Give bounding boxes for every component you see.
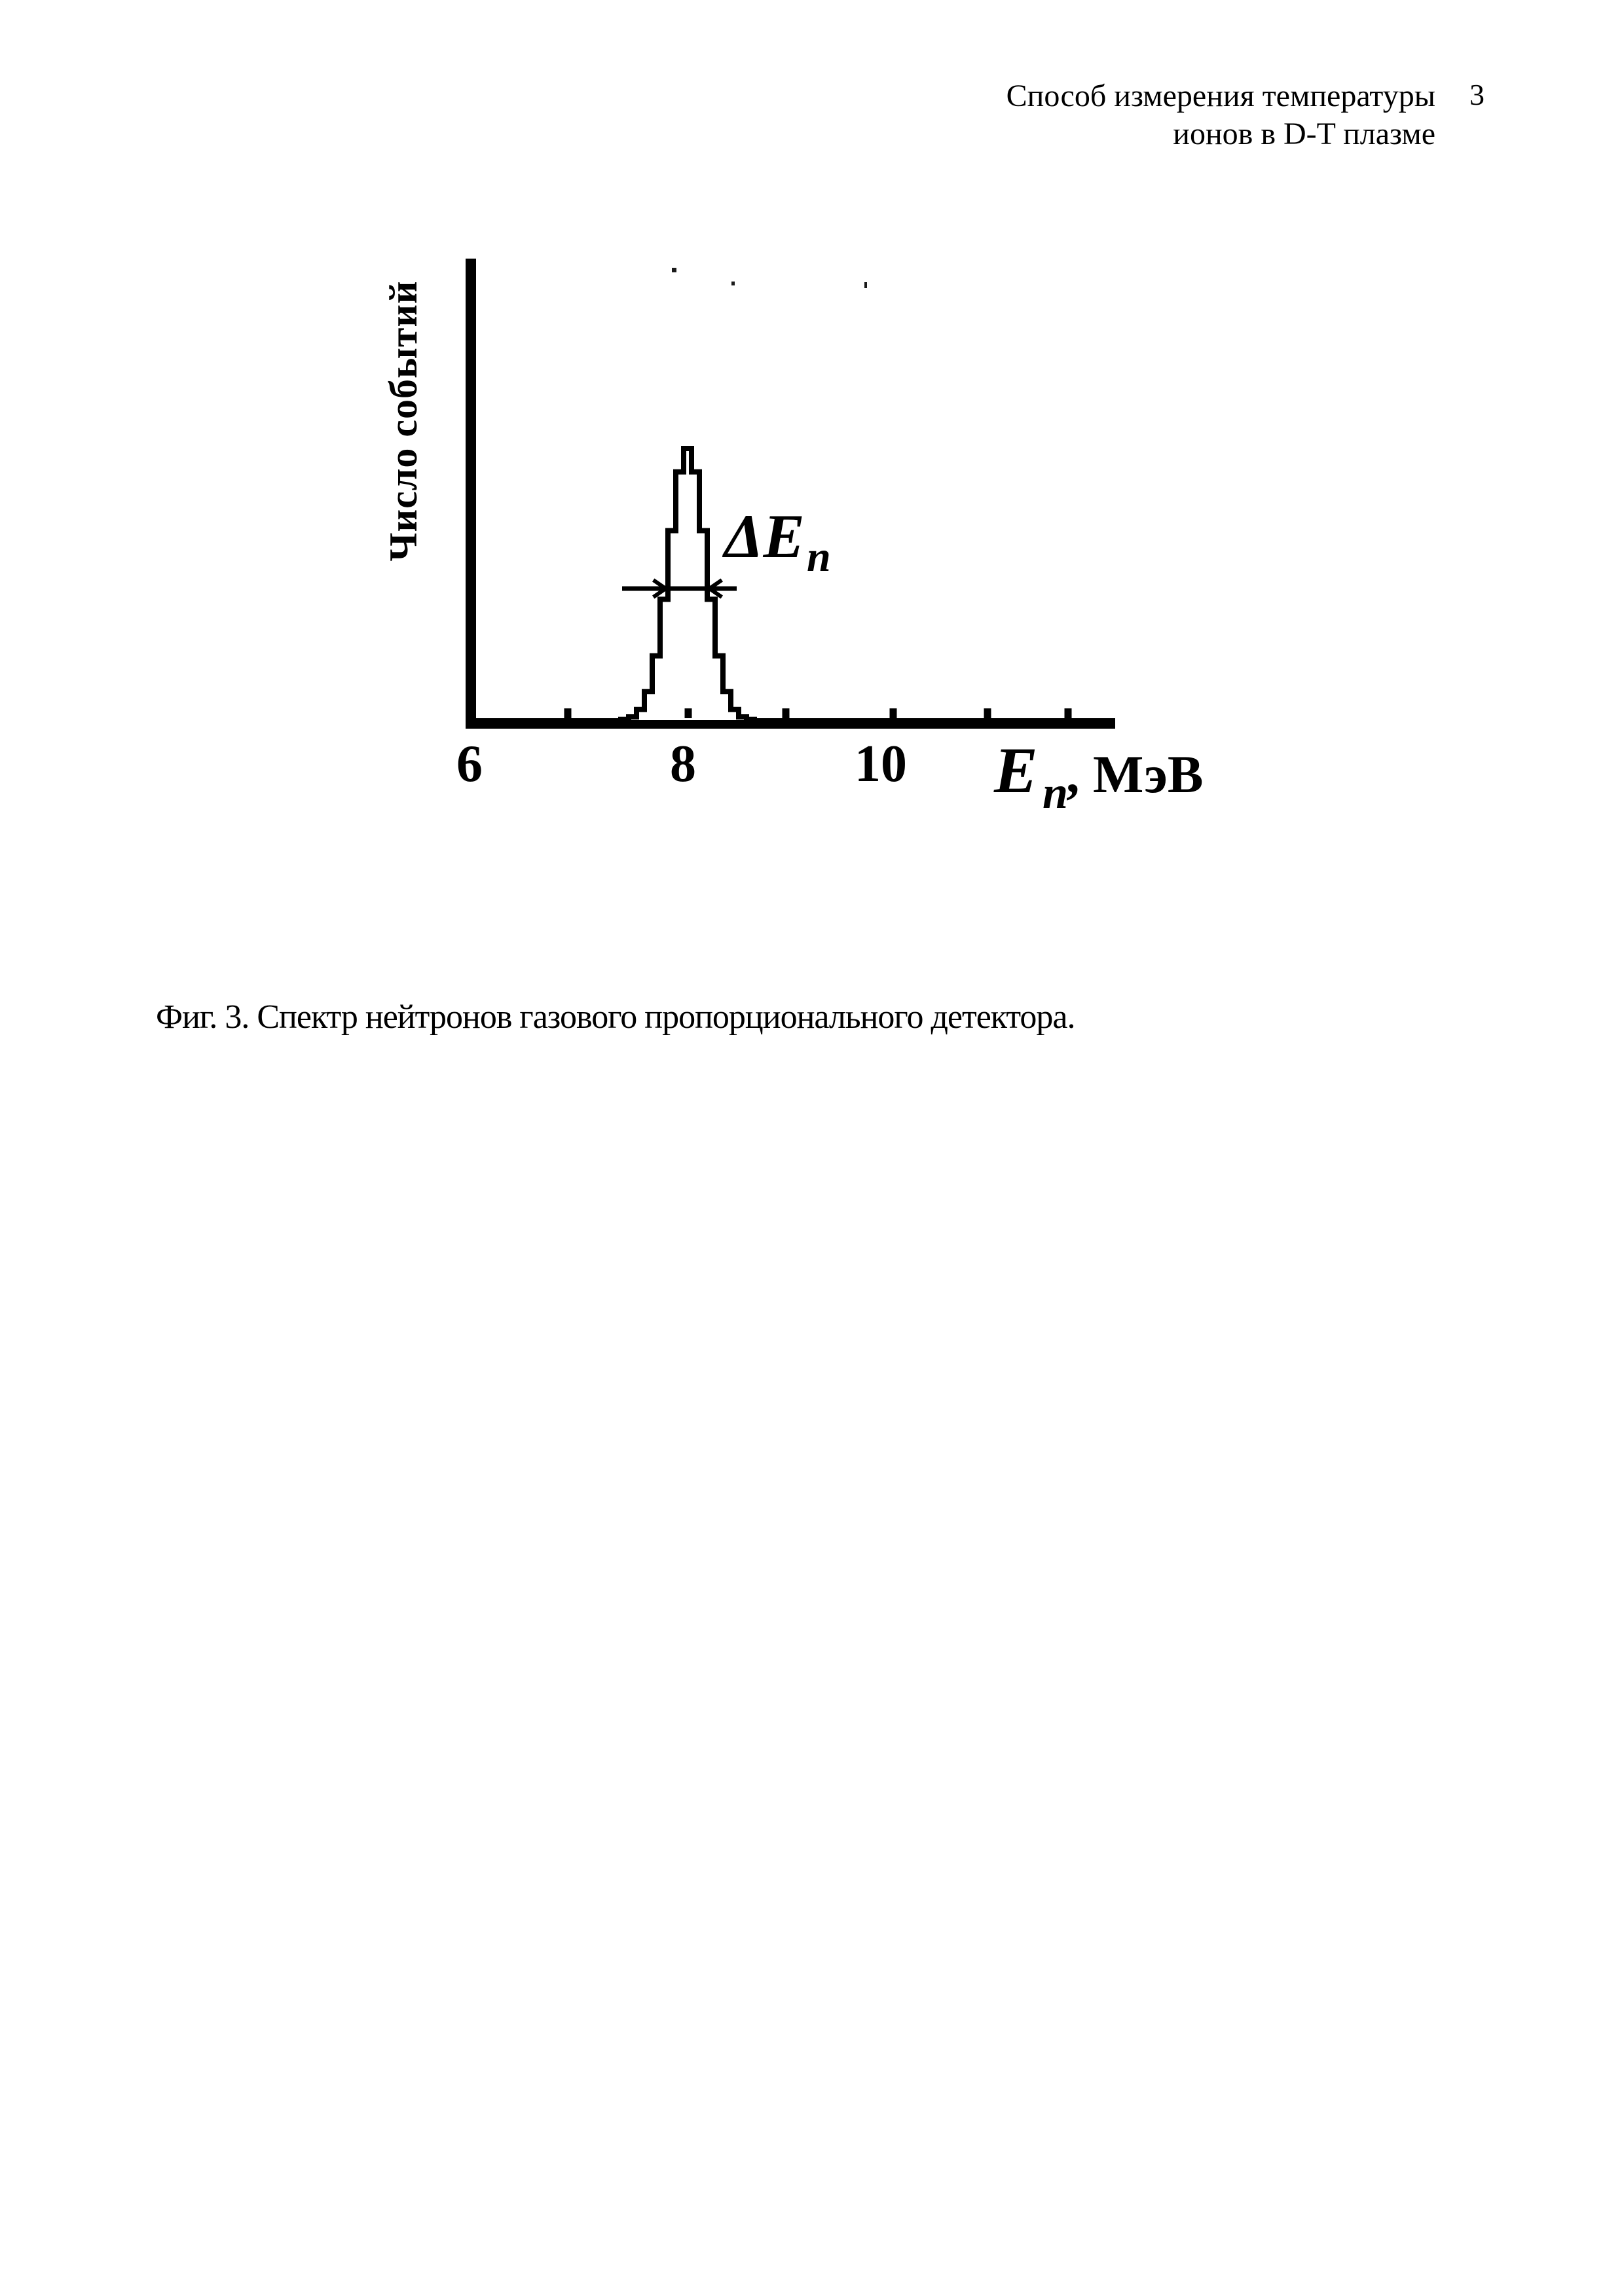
fwhm-left-arrow [652, 578, 670, 599]
x-axis-label-symbol: E [993, 734, 1038, 807]
fwhm-right-arrow [705, 578, 723, 599]
page-header: Способ измерения температуры ионов в D-T… [1006, 77, 1435, 153]
scan-speck [864, 282, 867, 288]
page-number: 3 [1469, 78, 1485, 111]
x-tick-label-8: 8 [670, 735, 696, 793]
x-tick-label-10: 10 [855, 735, 907, 793]
x-axis-label-subscript: n [1043, 768, 1068, 818]
figure-3-chart: Число событий 6 8 10 E n , МэВ ΔE n [382, 259, 1204, 818]
spectrum-peak-curve [618, 446, 757, 722]
x-axis-label-unit: , МэВ [1066, 744, 1204, 804]
scan-speck [672, 268, 676, 272]
fwhm-annotation-subscript: n [807, 533, 831, 581]
header-title-line2: ионов в D-T плазме [1173, 117, 1435, 151]
x-tick-label-6: 6 [456, 735, 483, 793]
chart-geometry [466, 259, 1115, 729]
header-title-line1: Способ измерения температуры [1006, 79, 1435, 113]
figure-caption: Фиг. 3. Спектр нейтронов газового пропор… [156, 998, 1075, 1036]
fwhm-annotation-label: ΔE [722, 501, 805, 571]
y-axis-label: Число событий [382, 281, 425, 562]
scan-speck [731, 282, 735, 285]
